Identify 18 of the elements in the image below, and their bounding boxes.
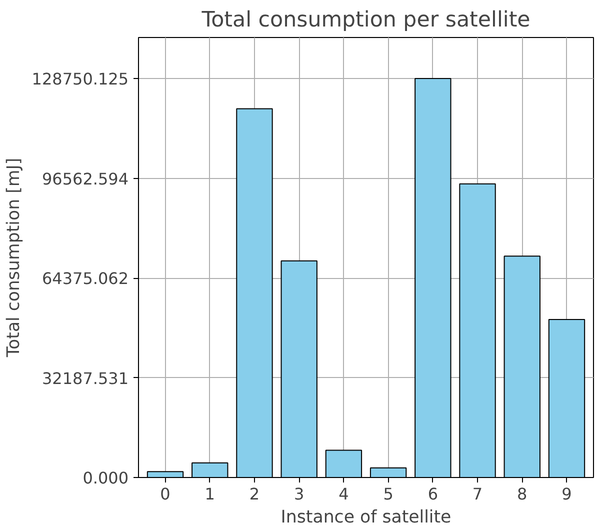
x-tick-label: 7 — [472, 484, 483, 504]
y-axis-title: Total consumption [mJ] — [4, 158, 24, 358]
y-tick-label: 128750.125 — [32, 70, 128, 89]
chart-title: Total consumption per satellite — [200, 8, 530, 32]
x-tick-label: 8 — [517, 484, 528, 504]
y-tick-label: 96562.594 — [42, 169, 129, 188]
x-tick-label: 1 — [204, 484, 215, 504]
x-tick-label: 4 — [338, 484, 349, 504]
x-tick-label: 6 — [428, 484, 438, 504]
x-tick-label: 2 — [249, 484, 260, 504]
y-tick-label: 0.000 — [82, 468, 129, 488]
y-tick-label: 32187.531 — [42, 368, 129, 388]
x-tick-label: 0 — [160, 484, 170, 504]
y-tick-label: 64375.062 — [42, 269, 129, 288]
x-tick-label: 3 — [294, 484, 304, 504]
x-tick-label: 5 — [383, 484, 394, 504]
x-axis-title: Instance of satellite — [280, 508, 452, 528]
x-tick-label: 9 — [562, 484, 572, 504]
